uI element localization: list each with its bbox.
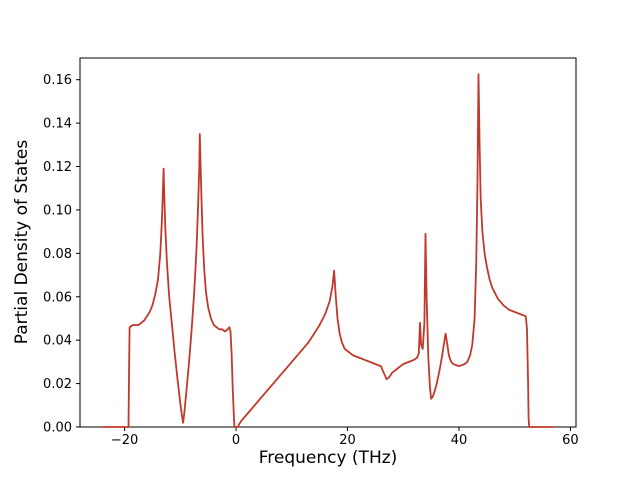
- y-tick-label: 0.16: [43, 73, 72, 88]
- y-tick-label: 0.00: [43, 421, 72, 436]
- x-tick-label: 60: [562, 433, 579, 448]
- x-tick-label: 20: [339, 433, 356, 448]
- y-axis-label: Partial Density of States: [12, 139, 32, 345]
- y-tick-label: 0.14: [43, 117, 72, 132]
- x-tick-label: −20: [111, 433, 138, 448]
- y-tick-label: 0.04: [43, 334, 72, 349]
- y-tick-label: 0.02: [43, 377, 72, 392]
- y-tick-label: 0.08: [43, 247, 72, 262]
- y-tick-label: 0.06: [43, 290, 72, 305]
- plot-border: [79, 57, 577, 428]
- x-tick-label: 40: [451, 433, 468, 448]
- x-axis-label: Frequency (THz): [258, 448, 398, 468]
- x-tick-label: 0: [232, 433, 240, 448]
- y-tick-label: 0.10: [43, 203, 72, 218]
- pdos-line: [101, 73, 555, 428]
- y-tick-label: 0.12: [43, 160, 72, 175]
